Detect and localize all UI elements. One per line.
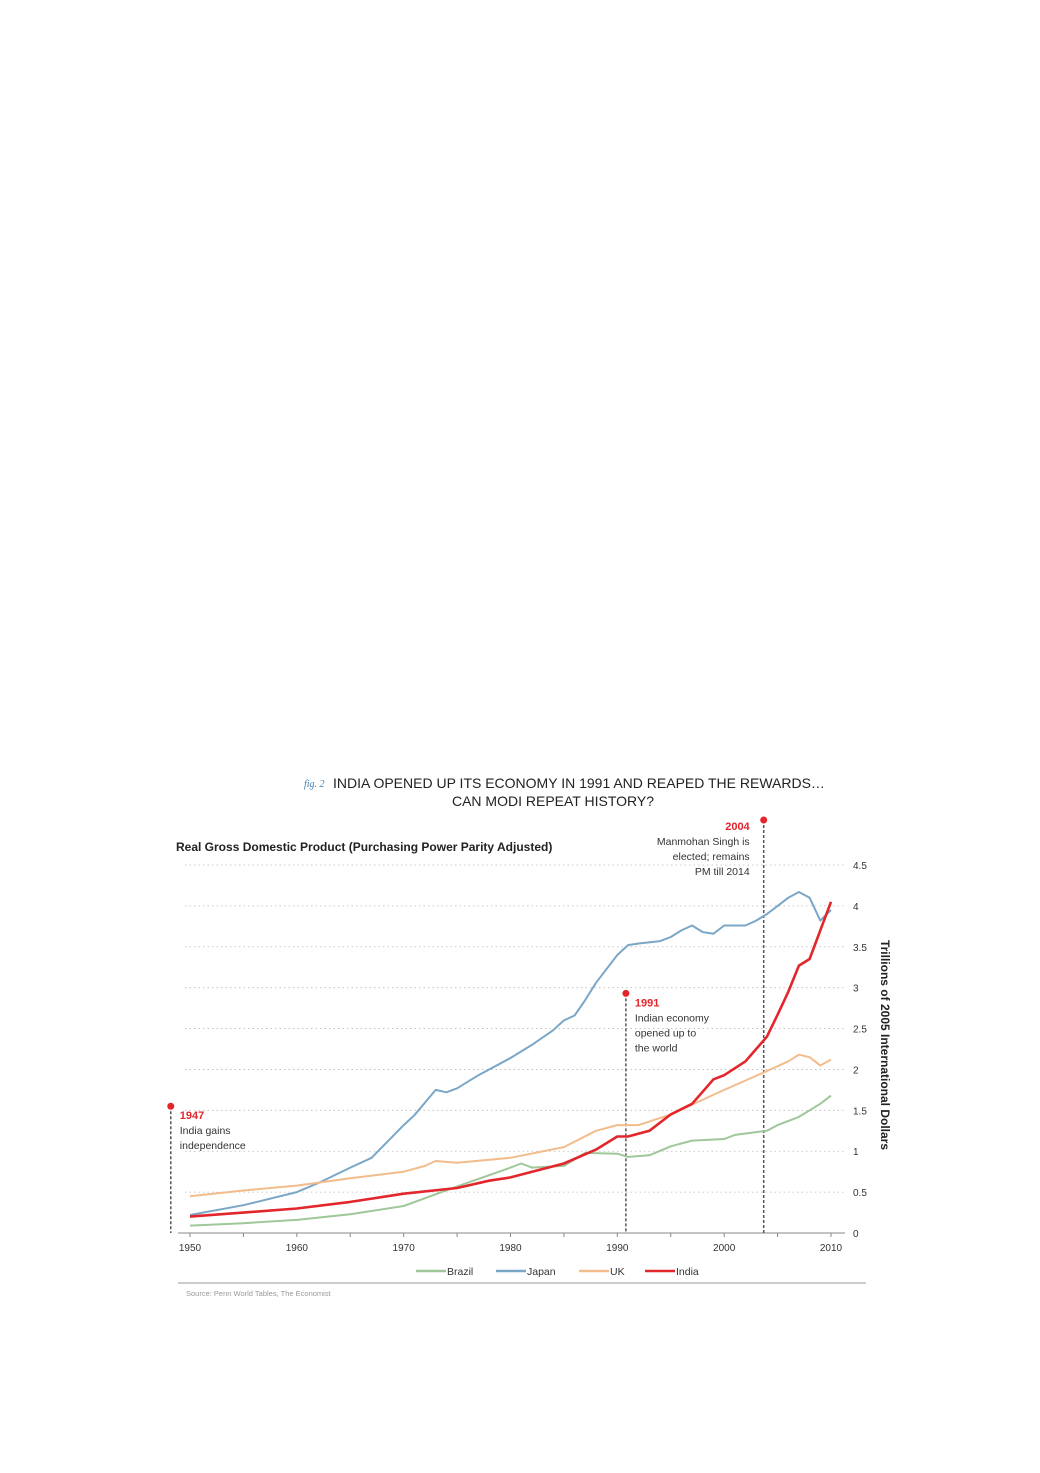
x-tick-label: 1980: [499, 1243, 522, 1254]
x-tick-label: 1990: [606, 1243, 629, 1254]
y-axis-title: Trillions of 2005 International Dollars: [878, 940, 892, 1150]
y-tick-label: 0: [853, 1229, 859, 1240]
chart-subtitle: Real Gross Domestic Product (Purchasing …: [176, 840, 552, 854]
x-tick-label: 1970: [393, 1243, 416, 1254]
annotation-marker-1991: [622, 989, 630, 997]
series-line-brazil: [189, 1094, 832, 1227]
y-tick-label: 3: [853, 984, 859, 995]
y-tick-label: 4.5: [853, 861, 867, 872]
annotation-text: independence: [180, 1140, 246, 1152]
annotation-text: Manmohan Singh is: [657, 836, 750, 848]
chart-title-line2: CAN MODI REPEAT HISTORY?: [452, 793, 654, 809]
fig-label: fig. 2: [304, 779, 325, 790]
annotation-text: opened up to: [635, 1027, 696, 1039]
y-tick-label: 2: [853, 1065, 859, 1076]
source-note: Source: Penn World Tables, The Economist: [186, 1289, 332, 1298]
annotation-marker-2004: [760, 816, 768, 824]
y-tick-label: 3.5: [853, 943, 867, 954]
annotation-text: PM till 2014: [695, 866, 750, 878]
chart-title-line1: INDIA OPENED UP ITS ECONOMY IN 1991 AND …: [333, 775, 825, 791]
annotation-year: 1947: [180, 1110, 204, 1122]
series-line-japan: [189, 891, 832, 1216]
y-tick-label: 1.5: [853, 1106, 867, 1117]
y-tick-label: 0.5: [853, 1188, 867, 1199]
annotation-text: elected; remains: [673, 851, 750, 863]
annotation-year: 1991: [635, 997, 659, 1009]
annotation-marker-1947: [167, 1102, 175, 1110]
annotation-text: Indian economy: [635, 1012, 710, 1024]
x-tick-label: 1950: [179, 1243, 202, 1254]
annotation-text: India gains: [180, 1125, 231, 1137]
legend-label-japan: Japan: [527, 1266, 556, 1278]
x-tick-label: 1960: [286, 1243, 309, 1254]
x-tick-label: 2000: [713, 1243, 736, 1254]
y-tick-label: 2.5: [853, 1025, 867, 1036]
legend-label-india: India: [676, 1266, 699, 1278]
series-line-india: [189, 901, 833, 1218]
legend-label-uk: UK: [610, 1266, 625, 1278]
legend-label-brazil: Brazil: [447, 1266, 473, 1278]
y-tick-label: 4: [853, 902, 859, 913]
y-tick-label: 1: [853, 1147, 859, 1158]
annotation-text: the world: [635, 1042, 678, 1054]
x-tick-label: 2010: [820, 1243, 843, 1254]
series-line-uk: [189, 1053, 832, 1198]
annotation-year: 2004: [725, 821, 750, 833]
